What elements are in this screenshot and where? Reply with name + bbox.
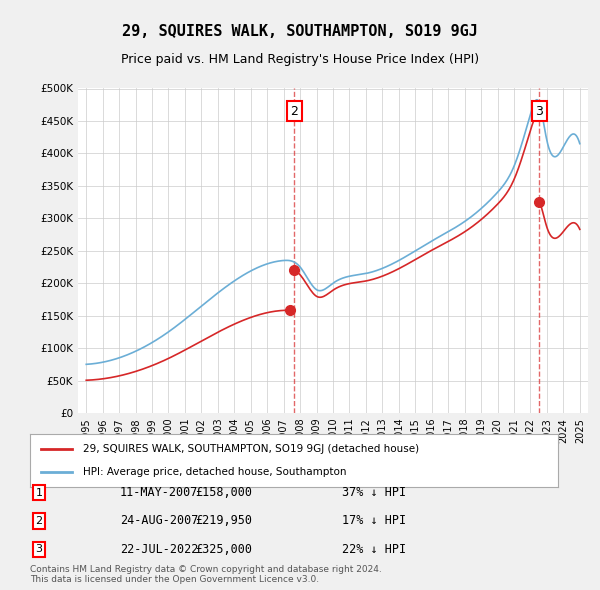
- Text: 37% ↓ HPI: 37% ↓ HPI: [342, 486, 406, 499]
- Text: £219,950: £219,950: [195, 514, 252, 527]
- Text: 2: 2: [290, 104, 298, 118]
- Text: 22-JUL-2022: 22-JUL-2022: [120, 543, 199, 556]
- Text: 3: 3: [536, 104, 544, 118]
- Text: Price paid vs. HM Land Registry's House Price Index (HPI): Price paid vs. HM Land Registry's House …: [121, 53, 479, 66]
- Text: 24-AUG-2007: 24-AUG-2007: [120, 514, 199, 527]
- Text: Contains HM Land Registry data © Crown copyright and database right 2024.
This d: Contains HM Land Registry data © Crown c…: [30, 565, 382, 584]
- Text: HPI: Average price, detached house, Southampton: HPI: Average price, detached house, Sout…: [83, 467, 346, 477]
- Text: 22% ↓ HPI: 22% ↓ HPI: [342, 543, 406, 556]
- Text: 3: 3: [35, 545, 43, 554]
- Text: £158,000: £158,000: [195, 486, 252, 499]
- Text: 11-MAY-2007: 11-MAY-2007: [120, 486, 199, 499]
- Text: 17% ↓ HPI: 17% ↓ HPI: [342, 514, 406, 527]
- Text: 29, SQUIRES WALK, SOUTHAMPTON, SO19 9GJ: 29, SQUIRES WALK, SOUTHAMPTON, SO19 9GJ: [122, 24, 478, 38]
- Text: 2: 2: [35, 516, 43, 526]
- Text: 29, SQUIRES WALK, SOUTHAMPTON, SO19 9GJ (detached house): 29, SQUIRES WALK, SOUTHAMPTON, SO19 9GJ …: [83, 444, 419, 454]
- Text: 1: 1: [35, 488, 43, 497]
- Text: £325,000: £325,000: [195, 543, 252, 556]
